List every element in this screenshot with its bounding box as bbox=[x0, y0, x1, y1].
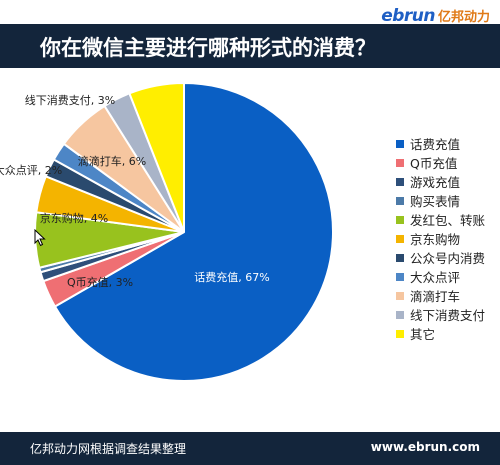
footer: 亿邦动力网根据调查结果整理 www.ebrun.com bbox=[0, 432, 500, 465]
data-label: Q币充值, 3% bbox=[67, 275, 133, 289]
legend-item: 大众点评 bbox=[396, 267, 500, 286]
legend-item: 京东购物 bbox=[396, 229, 500, 248]
legend-item: 发红包、转账 bbox=[396, 210, 500, 229]
chart-area: 话费充值, 67% Q币充值, 3% 京东购物, 4% 大众点评, 2% 滴滴打车, 6… bbox=[0, 74, 500, 432]
data-label: 线下消费支付, 3% bbox=[25, 93, 115, 107]
legend-swatch bbox=[396, 253, 404, 262]
chart-legend: 话费充值 Q币充值游戏充值购买表情发红包、转账 京东购物公众号内消费 大众点评滴滴打车… bbox=[396, 134, 500, 343]
legend-item: 公众号内消费 bbox=[396, 248, 500, 267]
legend-label: Q币充值 bbox=[410, 156, 458, 171]
legend-swatch bbox=[396, 272, 404, 281]
legend-item: 游戏充值 bbox=[396, 172, 500, 191]
legend-swatch bbox=[396, 139, 404, 148]
brand-name-en: ebrun bbox=[381, 6, 435, 26]
title-bar: 你在微信主要进行哪种形式的消费？ bbox=[0, 24, 500, 68]
legend-swatch bbox=[396, 196, 404, 205]
legend-label: 发红包、转账 bbox=[410, 213, 486, 228]
legend-swatch bbox=[396, 158, 404, 167]
brand-name-cn: 亿邦动力 bbox=[437, 10, 490, 25]
legend-swatch bbox=[396, 291, 404, 300]
mouse-cursor-icon bbox=[34, 229, 46, 247]
data-label: 大众点评, 2% bbox=[0, 163, 62, 177]
legend-label: 公众号内消费 bbox=[410, 251, 486, 266]
legend-swatch bbox=[396, 215, 404, 224]
legend-label: 游戏充值 bbox=[410, 175, 461, 190]
legend-item: 其它 bbox=[396, 324, 500, 343]
legend-label: 话费充值 bbox=[410, 137, 461, 152]
footer-source: 亿邦动力网根据调查结果整理 bbox=[30, 442, 187, 456]
data-label: 京东购物, 4% bbox=[40, 211, 108, 225]
legend-item: 购买表情 bbox=[396, 191, 500, 210]
pie-slice bbox=[128, 81, 185, 233]
legend-swatch bbox=[396, 234, 404, 243]
legend-label: 京东购物 bbox=[410, 232, 461, 247]
legend-item: Q币充值 bbox=[396, 153, 500, 172]
legend-swatch bbox=[396, 329, 404, 338]
legend-label: 滴滴打车 bbox=[410, 289, 461, 304]
legend-item: 线下消费支付 bbox=[396, 305, 500, 324]
data-label: 话费充值, 67% bbox=[194, 270, 269, 284]
footer-url[interactable]: www.ebrun.com bbox=[370, 440, 480, 454]
legend-swatch bbox=[396, 177, 404, 186]
legend-label: 大众点评 bbox=[410, 270, 461, 285]
page-title: 你在微信主要进行哪种形式的消费？ bbox=[40, 36, 376, 60]
legend-label: 购买表情 bbox=[410, 194, 461, 209]
pie-slice bbox=[53, 81, 334, 382]
brand-logo[interactable]: ebrun 亿邦动力 bbox=[381, 6, 490, 26]
legend-item: 话费充值 bbox=[396, 134, 500, 153]
legend-label: 其它 bbox=[410, 327, 436, 342]
data-label: 滴滴打车, 6% bbox=[78, 154, 146, 168]
legend-label: 线下消费支付 bbox=[410, 308, 486, 323]
pie-chart: 话费充值, 67% Q币充值, 3% 京东购物, 4% 大众点评, 2% 滴滴打车, 6… bbox=[0, 81, 334, 382]
header: ebrun 亿邦动力 你在微信主要进行哪种形式的消费？ bbox=[0, 0, 500, 74]
legend-item: 滴滴打车 bbox=[396, 286, 500, 305]
legend-swatch bbox=[396, 310, 404, 319]
